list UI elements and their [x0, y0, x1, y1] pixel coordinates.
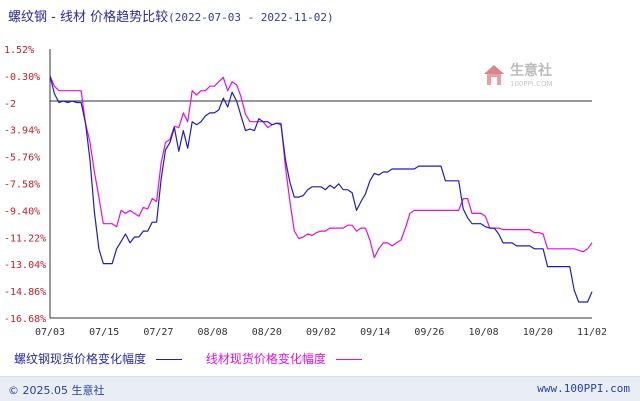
legend-swatch-series-1	[156, 359, 183, 360]
legend: 螺纹钢现货价格变化幅度 线材现货价格变化幅度	[14, 350, 382, 367]
legend-label-series-1: 螺纹钢现货价格变化幅度	[14, 352, 147, 366]
watermark: 生意社 100PPI.COM	[480, 56, 590, 100]
x-tick-label: 08/20	[252, 327, 282, 338]
y-tick-label: -11.22%	[4, 233, 46, 244]
footer: © 2025.05 生意社 www.100PPI.com	[0, 376, 640, 401]
series-line-1	[49, 75, 593, 303]
series-lines	[49, 75, 593, 303]
x-tick-label: 07/15	[89, 327, 119, 338]
y-tick-label: -5.76%	[4, 153, 40, 164]
x-tick-label: 10/08	[469, 327, 499, 338]
y-tick-label: -16.68%	[4, 314, 46, 325]
x-tick-label: 09/02	[306, 327, 336, 338]
legend-item-series-1: 螺纹钢现货价格变化幅度	[14, 350, 183, 367]
watermark-logo: 生意社 100PPI.COM	[484, 62, 553, 88]
watermark-cn: 生意社	[510, 62, 552, 79]
x-axis-ticks: 07/03 07/15 07/27 08/08 08/20 09/02 09/14 09/26…	[35, 327, 607, 338]
chart-title-text: 螺纹钢 - 线材 价格趋势比较	[8, 10, 169, 25]
x-tick-label: 09/26	[414, 327, 444, 338]
x-tick-label: 11/02	[577, 327, 607, 338]
y-tick-label: -3.94%	[4, 126, 40, 137]
legend-swatch-series-2	[335, 359, 362, 360]
chart-date-range: (2022-07-03 - 2022-11-02)	[168, 11, 334, 24]
y-tick-label: -9.40%	[4, 206, 40, 217]
y-tick-label: 1.52%	[4, 45, 34, 56]
x-tick-label: 10/20	[523, 327, 553, 338]
y-tick-label: -14.86%	[4, 287, 46, 298]
series-line-2	[49, 75, 593, 259]
chart-axes	[49, 49, 592, 319]
y-tick-label: -7.58%	[4, 180, 40, 191]
legend-item-series-2: 线材现货价格变化幅度	[206, 350, 362, 367]
y-tick-label: -13.04%	[4, 260, 46, 271]
y-axis-ticks: 1.52% -0.30% -2 -3.94% -5.76% -7.58% -9.40% -11…	[4, 45, 46, 325]
chart-title: 螺纹钢 - 线材 价格趋势比较(2022-07-03 - 2022-11-02)	[8, 6, 334, 25]
y-tick-label: -0.30%	[4, 72, 40, 83]
x-tick-label: 09/14	[360, 327, 390, 338]
x-tick-label: 08/08	[198, 327, 228, 338]
footer-copyright: © 2025.05 生意社	[8, 384, 105, 397]
line-chart: 1.52% -0.30% -2 -3.94% -5.76% -7.58% -9.40% -11…	[4, 45, 607, 338]
footer-site-link[interactable]: www.100PPI.com	[537, 382, 630, 395]
y-tick-label: -2	[4, 99, 16, 110]
watermark-en: 100PPI.COM	[510, 80, 553, 88]
watermark-house-icon	[484, 65, 504, 85]
x-tick-label: 07/03	[35, 327, 65, 338]
x-tick-label: 07/27	[143, 327, 173, 338]
legend-label-series-2: 线材现货价格变化幅度	[205, 352, 326, 366]
